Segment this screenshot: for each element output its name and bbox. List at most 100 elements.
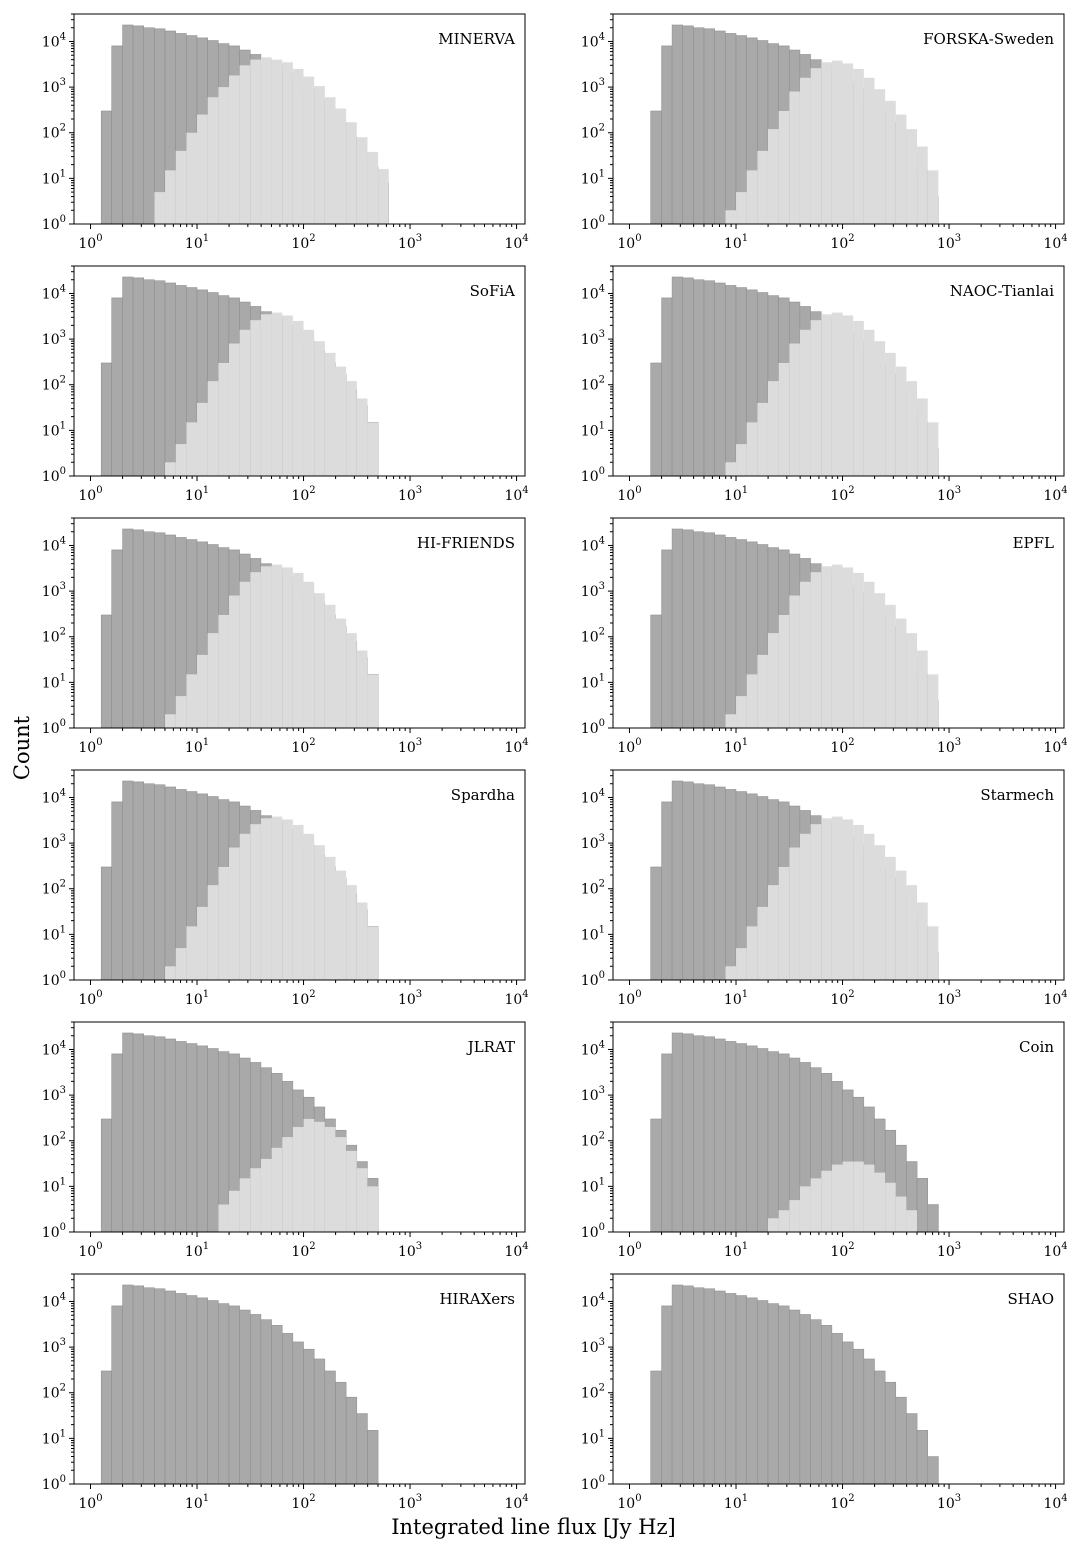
bar-matched xyxy=(324,352,336,476)
y-tick-label: 101 xyxy=(42,420,66,439)
bar-matched xyxy=(367,422,379,476)
bar-matched xyxy=(853,320,864,476)
bar-full xyxy=(175,1293,187,1485)
y-axis-label: Count xyxy=(10,715,34,781)
bar-full xyxy=(693,783,705,981)
y-tick-label: 104 xyxy=(581,1039,605,1058)
bar-matched xyxy=(821,1170,832,1232)
bar-matched xyxy=(324,856,336,980)
bar-full xyxy=(874,1370,886,1485)
x-tick-label: 104 xyxy=(504,233,528,252)
y-tick-label: 100 xyxy=(42,214,66,233)
x-tick-label: 100 xyxy=(78,989,102,1008)
panel-epfl: 100 101 102 103 104 100 101 102 103 104 EPFL xyxy=(581,517,1067,756)
panel-starmech: 100 101 102 103 104 100 101 102 103 104 Starmech xyxy=(581,769,1067,1008)
bar-matched xyxy=(789,847,800,980)
x-tick-label: 104 xyxy=(1043,737,1067,756)
bar-matched xyxy=(917,902,928,980)
x-tick-label: 100 xyxy=(617,1241,641,1260)
bar-matched xyxy=(292,320,304,476)
bar-matched xyxy=(885,856,896,980)
team-label: Starmech xyxy=(980,786,1054,804)
bar-matched xyxy=(895,366,907,476)
bar-full xyxy=(154,1288,166,1485)
bar-full xyxy=(703,280,715,477)
bar-matched xyxy=(810,68,822,225)
y-tick-label: 102 xyxy=(42,1131,66,1150)
x-tick-label: 102 xyxy=(830,1493,854,1512)
bar-matched xyxy=(927,926,939,980)
bar-matched xyxy=(356,650,368,728)
y-tick-label: 104 xyxy=(42,283,66,302)
bar-full xyxy=(143,1035,155,1233)
bar-matched xyxy=(356,398,368,476)
bar-full xyxy=(703,28,715,225)
y-tick-label: 101 xyxy=(581,1428,605,1447)
bar-matched xyxy=(746,422,758,476)
bar-matched xyxy=(778,110,790,224)
bar-matched xyxy=(863,1164,875,1232)
bar-matched xyxy=(250,824,261,980)
bar-full xyxy=(650,614,662,729)
bar-full xyxy=(111,549,123,729)
bar-matched xyxy=(228,847,240,980)
team-label: JLRAT xyxy=(466,1038,515,1056)
bar-matched xyxy=(335,108,347,224)
bar-matched xyxy=(906,885,918,980)
bar-full xyxy=(132,781,144,981)
bar-full xyxy=(239,1309,251,1485)
bar-full xyxy=(100,110,112,225)
x-tick-label: 103 xyxy=(937,233,961,252)
x-tick-label: 102 xyxy=(830,737,854,756)
bar-full xyxy=(789,1309,801,1485)
bar-full xyxy=(778,1053,790,1233)
bar-full xyxy=(292,1341,304,1485)
bar-matched xyxy=(314,593,325,728)
bar-matched xyxy=(853,1161,864,1232)
bar-matched xyxy=(874,593,886,728)
bar-full xyxy=(122,1032,134,1233)
x-tick-label: 100 xyxy=(78,1493,102,1512)
y-tick-label: 101 xyxy=(581,168,605,187)
bar-full xyxy=(143,27,155,225)
panel-minerva: 100 101 102 103 104 100 101 102 103 104 MINERVA xyxy=(42,13,529,252)
y-tick-label: 102 xyxy=(581,375,605,394)
x-tick-label: 104 xyxy=(1043,1241,1067,1260)
bar-full xyxy=(725,537,737,729)
bar-matched xyxy=(207,633,219,728)
bar-full xyxy=(757,1300,769,1485)
bar-full xyxy=(122,276,134,477)
bar-matched xyxy=(725,210,737,224)
bar-matched xyxy=(250,320,261,476)
bar-matched xyxy=(789,343,800,476)
bar-matched xyxy=(207,381,219,476)
y-tick-label: 104 xyxy=(42,535,66,554)
y-tick-label: 104 xyxy=(42,1291,66,1310)
bar-matched xyxy=(218,614,229,728)
bar-matched xyxy=(282,62,293,224)
bar-matched xyxy=(789,595,800,728)
bar-full xyxy=(671,24,683,225)
bar-matched xyxy=(239,1178,251,1232)
bar-matched xyxy=(831,816,843,980)
x-tick-label: 102 xyxy=(830,989,854,1008)
bar-matched xyxy=(842,1161,854,1232)
x-axis-label: Integrated line flux [Jy Hz] xyxy=(391,1515,676,1539)
bar-matched xyxy=(207,97,219,224)
y-tick-label: 103 xyxy=(42,1337,66,1356)
bar-matched xyxy=(874,845,886,980)
bar-matched xyxy=(154,192,166,224)
bar-full xyxy=(367,1430,379,1485)
x-tick-label: 104 xyxy=(504,737,528,756)
y-tick-label: 100 xyxy=(42,970,66,989)
bar-matched xyxy=(831,60,843,224)
bar-full xyxy=(682,1033,694,1233)
y-tick-label: 103 xyxy=(581,581,605,600)
bar-matched xyxy=(239,833,251,980)
bar-full xyxy=(661,45,673,225)
y-tick-label: 100 xyxy=(42,1222,66,1241)
bar-full xyxy=(100,1118,112,1233)
bar-matched xyxy=(853,572,864,728)
bar-matched xyxy=(885,100,896,224)
bar-full xyxy=(154,784,166,981)
